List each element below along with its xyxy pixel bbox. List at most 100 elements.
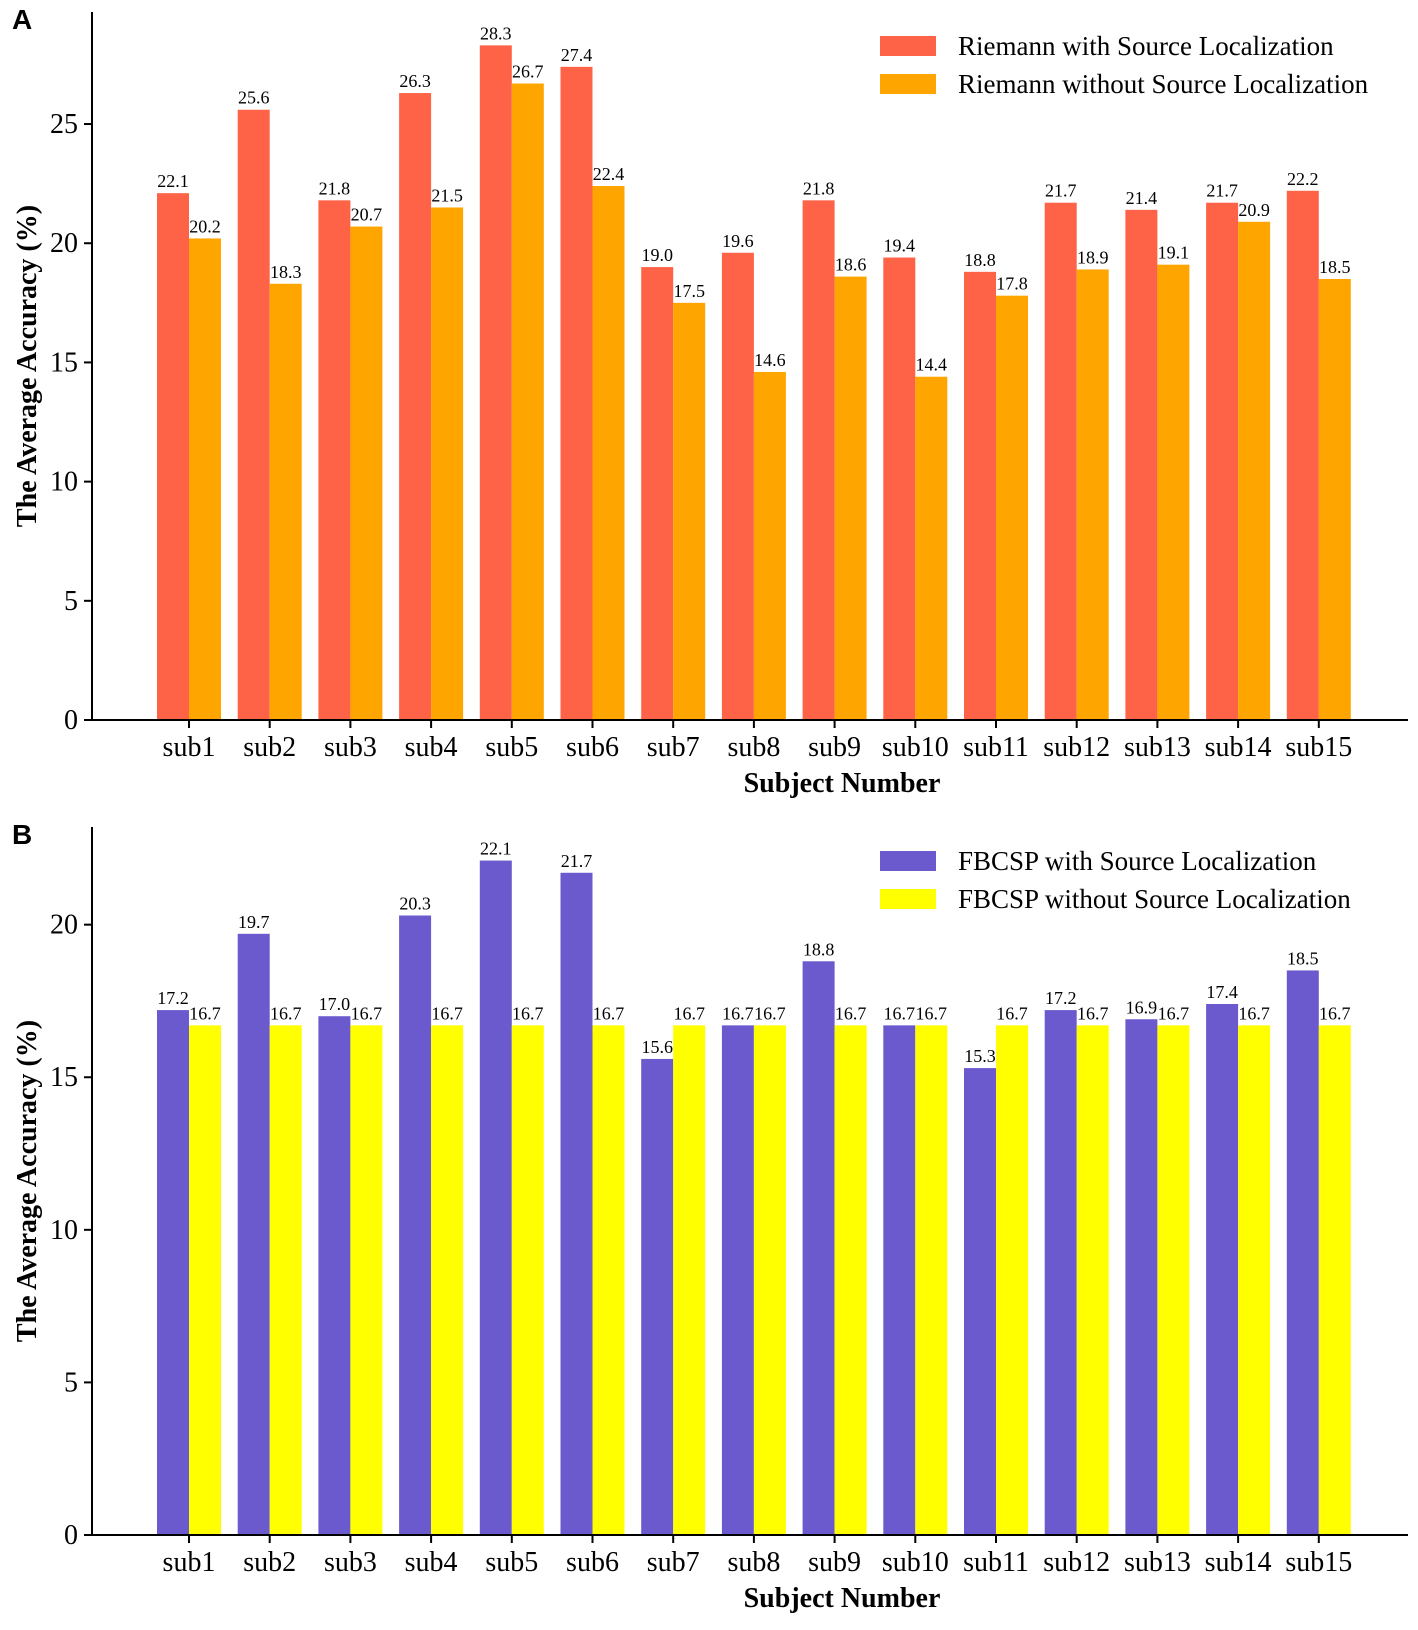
bar-sub12-series-2 (1076, 269, 1109, 720)
bar-sub14-series-2 (1238, 1025, 1271, 1535)
data-label-sub11-series-1: 18.8 (964, 250, 996, 270)
x-tick-label-sub1: sub1 (163, 732, 216, 763)
bar-sub6-series-1 (560, 872, 593, 1535)
data-label-sub11-series-2: 17.8 (996, 274, 1028, 294)
y-tick-label: 5 (64, 1367, 78, 1398)
x-tick-label-sub7: sub7 (647, 1547, 700, 1578)
data-label-sub8-series-2: 14.6 (754, 350, 786, 370)
data-label-sub4-series-1: 20.3 (399, 894, 431, 914)
bar-sub5-series-2 (511, 83, 544, 721)
data-label-sub13-series-1: 16.9 (1126, 997, 1158, 1017)
y-tick-label: 10 (50, 1215, 78, 1246)
bar-chart-a: 22.1 25.6 21.8 26.3 28.3 27.4 19.0 19.6 21.8 19.4… (12, 12, 1408, 799)
bar-sub14-series-1 (1206, 1004, 1239, 1535)
legend-swatch-series-1 (880, 851, 936, 871)
bar-sub8-series-1 (721, 252, 754, 720)
legend-swatch-series-2 (880, 889, 936, 909)
bar-sub12-series-2 (1076, 1025, 1109, 1535)
x-tick-label-sub5: sub5 (485, 1547, 538, 1578)
x-tick-label-sub5: sub5 (485, 732, 538, 763)
data-label-sub10-series-2: 16.7 (916, 1003, 948, 1023)
x-tick-label-sub3: sub3 (324, 1547, 377, 1578)
x-tick-label-sub8: sub8 (727, 732, 780, 763)
bar-sub4-series-2 (431, 207, 464, 721)
bar-sub5-series-2 (511, 1025, 544, 1535)
data-label-sub12-series-2: 16.7 (1077, 1003, 1109, 1023)
bar-sub3-series-2 (350, 226, 383, 720)
bar-chart-b: 17.219.717.020.322.121.715.616.718.816.7… (12, 827, 1408, 1614)
legend-swatch-series-2 (880, 74, 936, 94)
data-label-sub9-series-1: 21.8 (803, 178, 835, 198)
x-tick-label-sub6: sub6 (566, 732, 619, 763)
data-label-sub14-series-1: 21.7 (1206, 181, 1238, 201)
y-tick-label: 15 (50, 1062, 78, 1093)
x-tick-label-sub7: sub7 (647, 732, 700, 763)
data-label-sub5-series-1: 22.1 (480, 839, 512, 859)
data-label-sub9-series-2: 18.6 (835, 255, 867, 275)
data-label-sub15-series-1: 22.2 (1287, 169, 1319, 189)
y-tick-label: 20 (50, 910, 78, 941)
data-label-sub3-series-2: 20.7 (351, 205, 383, 225)
bar-sub13-series-1 (1125, 1019, 1158, 1535)
bar-sub8-series-2 (753, 1025, 786, 1535)
bar-sub4-series-2 (431, 1025, 464, 1535)
bar-sub9-series-2 (834, 276, 867, 720)
x-axis-title: Subject Number (744, 768, 941, 799)
bar-sub13-series-2 (1157, 1025, 1190, 1535)
bar-sub2-series-2 (269, 283, 302, 720)
bar-sub7-series-2 (673, 302, 706, 720)
x-tick-label-sub4: sub4 (405, 1547, 458, 1578)
y-axis-title: The Average Accuracy (%) (12, 1020, 43, 1342)
bar-sub1-series-2 (189, 238, 221, 720)
x-tick-label-sub14: sub14 (1205, 732, 1272, 763)
data-label-sub6-series-2: 22.4 (593, 164, 625, 184)
bar-sub15-series-1 (1286, 970, 1319, 1535)
legend-label-series-1: FBCSP with Source Localization (958, 846, 1317, 876)
data-label-sub12-series-1: 17.2 (1045, 988, 1077, 1008)
bar-sub9-series-1 (802, 200, 835, 720)
x-tick-label-sub9: sub9 (808, 732, 861, 763)
x-tick-label-sub6: sub6 (566, 1547, 619, 1578)
bar-sub15-series-2 (1318, 1025, 1351, 1535)
data-label-sub10-series-2: 14.4 (916, 355, 948, 375)
chart-panel-a: A 22.1 25.6 21.8 26.3 28.3 27.4 19.0 19.6 21.8 19… (12, 4, 1408, 799)
bar-sub8-series-1 (721, 1025, 754, 1535)
legend: Riemann with Source Localization Riemann … (880, 31, 1369, 99)
x-tick-label-sub12: sub12 (1043, 732, 1110, 763)
x-tick-label-sub13: sub13 (1124, 732, 1191, 763)
data-label-sub12-series-1: 21.7 (1045, 181, 1077, 201)
legend-label-series-2: FBCSP without Source Localization (958, 884, 1351, 914)
bar-sub4-series-1 (399, 915, 432, 1535)
data-label-sub8-series-1: 16.7 (722, 1003, 754, 1023)
y-tick-label: 10 (50, 467, 78, 498)
data-label-sub2-series-2: 16.7 (270, 1003, 302, 1023)
data-label-sub1-series-2: 20.2 (189, 216, 221, 236)
data-label-sub7-series-2: 17.5 (673, 281, 705, 301)
y-tick-label: 25 (50, 109, 78, 140)
bar-sub7-series-1 (641, 1058, 674, 1535)
panel-label-a: A (12, 4, 33, 35)
data-label-sub4-series-2: 21.5 (431, 185, 463, 205)
bar-sub1-series-1 (157, 1010, 189, 1535)
bar-sub4-series-1 (399, 93, 432, 720)
x-tick-label-sub2: sub2 (243, 1547, 296, 1578)
data-label-sub3-series-1: 21.8 (319, 178, 351, 198)
y-tick-label: 5 (64, 586, 78, 617)
x-tick-label-sub13: sub13 (1124, 1547, 1191, 1578)
data-label-sub12-series-2: 18.9 (1077, 247, 1109, 267)
bar-sub14-series-2 (1238, 221, 1271, 720)
x-tick-label-sub15: sub15 (1285, 1547, 1352, 1578)
data-label-sub6-series-1: 21.7 (561, 851, 593, 871)
bar-sub15-series-2 (1318, 278, 1351, 720)
y-tick-label: 0 (64, 705, 78, 736)
legend: FBCSP with Source Localization FBCSP with… (880, 846, 1351, 914)
bar-sub10-series-2 (915, 1025, 948, 1535)
bar-sub10-series-2 (915, 376, 948, 720)
y-tick-label: 20 (50, 228, 78, 259)
data-label-sub13-series-1: 21.4 (1126, 188, 1158, 208)
legend-label-series-1: Riemann with Source Localization (958, 31, 1334, 61)
bar-sub2-series-2 (269, 1025, 302, 1535)
data-label-sub14-series-2: 16.7 (1238, 1003, 1270, 1023)
bar-sub7-series-1 (641, 267, 674, 720)
x-tick-label-sub14: sub14 (1205, 1547, 1272, 1578)
